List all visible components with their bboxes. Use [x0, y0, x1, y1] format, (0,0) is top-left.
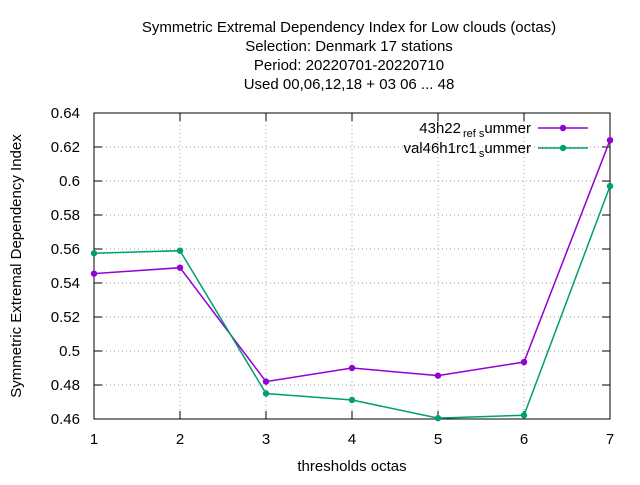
- x-tick-label: 6: [520, 431, 528, 448]
- chart-title: Symmetric Extremal Dependency Index for …: [142, 19, 556, 93]
- title-line: Selection: Denmark 17 stations: [245, 38, 453, 55]
- data-point: [348, 396, 356, 404]
- legend-marker: [559, 144, 567, 152]
- y-tick-label: 0.56: [51, 241, 80, 258]
- x-tick-label: 1: [90, 431, 98, 448]
- y-tick-label: 0.52: [51, 309, 80, 326]
- x-tick-label: 5: [434, 431, 442, 448]
- data-point: [262, 390, 270, 397]
- x-axis-label: thresholds octas: [297, 458, 406, 475]
- y-tick-label: 0.48: [51, 377, 80, 394]
- x-tick-label: 7: [606, 431, 614, 448]
- series-0: [90, 137, 614, 385]
- y-tick-label: 0.64: [51, 105, 80, 122]
- y-tick-label: 0.46: [51, 411, 80, 428]
- data-point: [348, 364, 356, 372]
- y-tick-label: 0.62: [51, 139, 80, 156]
- y-tick-label: 0.58: [51, 207, 80, 224]
- data-point: [606, 137, 614, 144]
- data-point: [90, 270, 98, 277]
- y-axis-label: Symmetric Extremal Dependency Index: [8, 134, 25, 398]
- title-line: Period: 20220701-20220710: [254, 57, 444, 74]
- x-tick-label: 2: [176, 431, 184, 448]
- legend-label-part: val46h1rc1: [403, 140, 476, 157]
- legend-label-part: ummer: [484, 120, 531, 137]
- legend-entry-0: 43h22 ref summer: [419, 120, 588, 140]
- data-point: [262, 378, 270, 385]
- legend-marker: [559, 124, 567, 132]
- data-point: [606, 182, 614, 190]
- legend-label-part: s: [479, 128, 485, 140]
- legend-label-part: ref: [463, 128, 477, 140]
- y-tick-label: 0.5: [59, 343, 80, 360]
- series-line: [93, 185, 611, 419]
- title-line: Used 00,06,12,18 + 03 06 ... 48: [244, 76, 455, 93]
- data-point: [520, 358, 528, 366]
- y-tick-label: 0.6: [59, 173, 80, 190]
- x-tick-label: 4: [348, 431, 356, 448]
- data-point: [176, 247, 184, 254]
- legend-label: 43h22 ref summer: [419, 120, 531, 140]
- data-point: [520, 412, 528, 419]
- x-tick-label: 3: [262, 431, 270, 448]
- legend-label-part: s: [479, 148, 485, 160]
- title-line: Symmetric Extremal Dependency Index for …: [142, 19, 556, 36]
- legend-label-part: 43h22: [419, 120, 461, 137]
- legend-label: val46h1rc1 summer: [403, 140, 531, 160]
- data-point: [176, 264, 184, 271]
- axis-ticks: 1 2 3 4 5 6 7 0.46 0.48 0.5 0.52 0.54 0.56 0.58 0.6 0.6…: [51, 105, 614, 448]
- series: [90, 137, 614, 422]
- data-point: [434, 372, 442, 379]
- data-point: [90, 250, 98, 257]
- series-1: [90, 182, 614, 422]
- grid: [94, 113, 610, 419]
- legend-entry-1: val46h1rc1 summer: [403, 140, 588, 160]
- y-tick-label: 0.54: [51, 275, 80, 292]
- data-point: [434, 414, 442, 422]
- legend-label-part: ummer: [484, 140, 531, 157]
